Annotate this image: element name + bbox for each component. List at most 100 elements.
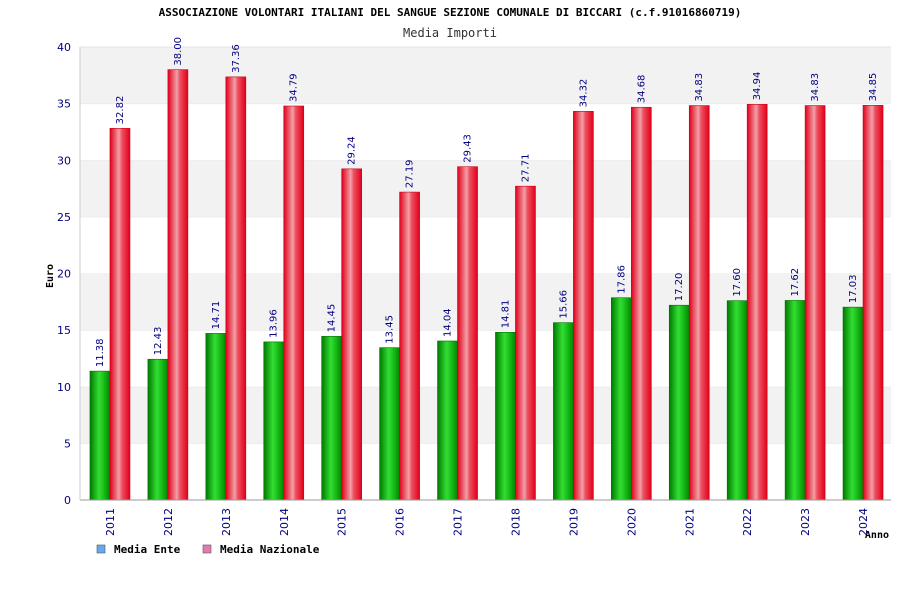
bar-media-ente [379, 347, 400, 501]
y-tick-label: 40 [57, 41, 71, 54]
x-tick-label: 2023 [799, 508, 812, 536]
data-label: 34.68 [636, 75, 647, 104]
x-tick-label: 2024 [857, 508, 870, 536]
bar-media-nazionale [804, 105, 826, 501]
y-tick-label: 25 [57, 211, 71, 224]
bar-media-ente [89, 370, 111, 501]
legend-swatch-media-ente [96, 544, 106, 554]
bar-media-nazionale [341, 168, 362, 501]
grid-band [80, 47, 891, 104]
data-label: 29.24 [347, 136, 358, 165]
x-axis-ticks: 2011 2012 2013 2014 2015 2016 2017 2018 2019 2020… [104, 508, 870, 536]
legend-label: Media Ente [114, 543, 181, 556]
y-tick-label: 0 [64, 494, 71, 507]
data-label: 32.82 [115, 96, 126, 125]
y-axis-label: Euro [45, 264, 56, 288]
data-label: 38.00 [173, 37, 184, 66]
y-tick-label: 10 [57, 381, 71, 394]
data-label: 14.45 [327, 304, 338, 333]
bar-media-nazionale [283, 105, 305, 501]
grid-band [80, 160, 891, 217]
data-labels: 11.38 32.82 12.43 38.00 14.71 37.36 13.96 34.79… [95, 37, 879, 367]
data-label: 13.96 [269, 309, 280, 338]
x-axis-label: Anno [865, 530, 889, 541]
bar-media-nazionale [109, 128, 131, 501]
data-label: 29.43 [463, 134, 474, 163]
bar-media-ente [437, 340, 458, 501]
y-tick-label: 30 [57, 154, 71, 167]
bar-media-ente [321, 336, 342, 501]
grid-band [80, 330, 891, 387]
data-label: 27.71 [520, 154, 531, 183]
data-label: 11.38 [95, 338, 106, 367]
grid-band [80, 386, 891, 444]
x-tick-label: 2011 [104, 508, 117, 536]
data-label: 17.60 [732, 268, 743, 297]
data-label: 34.83 [810, 73, 821, 102]
bar-media-nazionale [457, 166, 478, 501]
bar-media-ente [263, 341, 285, 501]
bar-media-ente [668, 304, 690, 501]
y-tick-label: 35 [57, 98, 71, 111]
bar-media-ente [205, 333, 227, 501]
data-label: 14.04 [443, 308, 454, 337]
bar-media-ente [553, 322, 574, 501]
grid-band [80, 443, 891, 500]
bar-media-nazionale [688, 105, 710, 501]
bar-media-nazionale [862, 105, 884, 501]
data-label: 34.79 [289, 73, 300, 102]
data-label: 13.45 [385, 315, 396, 344]
x-tick-label: 2017 [452, 508, 465, 536]
y-axis-ticks: 0 5 10 15 20 25 30 35 40 [57, 41, 71, 507]
bar-media-nazionale [399, 191, 420, 501]
x-tick-label: 2022 [741, 508, 754, 536]
grid-band [80, 273, 891, 331]
data-label: 34.83 [694, 73, 705, 102]
x-tick-label: 2016 [394, 508, 407, 536]
bar-media-nazionale [631, 106, 652, 501]
x-tick-label: 2018 [509, 508, 522, 536]
data-label: 27.19 [405, 159, 416, 188]
bar-media-ente [611, 297, 632, 501]
bar-media-ente [842, 306, 864, 501]
data-label: 17.62 [790, 268, 801, 297]
data-label: 17.86 [616, 265, 627, 294]
bar-media-nazionale [225, 76, 247, 501]
x-tick-label: 2012 [162, 508, 175, 536]
data-label: 37.36 [231, 44, 242, 73]
bar-media-ente [147, 358, 169, 501]
x-tick-label: 2021 [683, 508, 696, 536]
bar-media-ente [726, 300, 748, 501]
bar-media-nazionale [515, 185, 536, 501]
legend-swatch-media-nazionale [202, 544, 212, 554]
data-label: 12.43 [153, 327, 164, 356]
x-tick-label: 2020 [625, 508, 638, 536]
bar-media-nazionale [167, 69, 189, 501]
data-label: 17.03 [848, 274, 859, 303]
legend: Media Ente Media Nazionale [96, 543, 320, 556]
bar-media-ente [495, 331, 516, 501]
data-label: 17.20 [674, 273, 685, 302]
y-tick-label: 5 [64, 437, 71, 450]
grid-band [80, 103, 891, 161]
bar-media-ente [784, 300, 806, 501]
bar-media-nazionale [746, 104, 768, 501]
data-label: 34.32 [578, 79, 589, 108]
y-tick-label: 20 [57, 268, 71, 281]
data-label: 34.85 [868, 73, 879, 102]
grid-band [80, 216, 891, 274]
x-tick-label: 2013 [220, 508, 233, 536]
legend-label: Media Nazionale [220, 543, 320, 556]
chart-subtitle: Media Importi [403, 26, 497, 40]
grid-bands [80, 46, 891, 500]
chart-title: ASSOCIAZIONE VOLONTARI ITALIANI DEL SANG… [159, 6, 742, 19]
x-tick-label: 2015 [336, 508, 349, 536]
data-label: 14.71 [211, 301, 222, 330]
data-label: 34.94 [752, 72, 763, 101]
y-tick-label: 15 [57, 324, 71, 337]
x-tick-label: 2014 [278, 508, 291, 536]
bar-media-nazionale [573, 111, 594, 501]
data-label: 14.81 [500, 300, 511, 329]
data-label: 15.66 [558, 290, 569, 319]
